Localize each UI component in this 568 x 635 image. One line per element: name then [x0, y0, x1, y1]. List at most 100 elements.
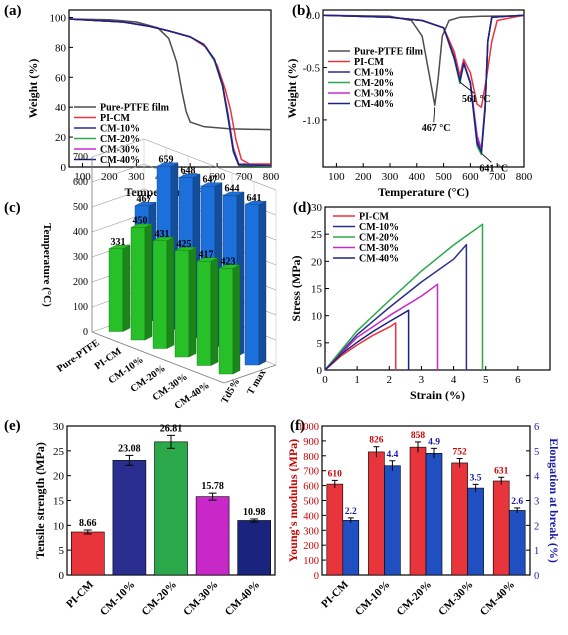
y-tick-label: 100 — [50, 12, 67, 24]
y-tick-label: 800 — [303, 452, 319, 463]
y2-tick-label: 4 — [534, 472, 540, 483]
x-tick-label: 700 — [236, 171, 253, 183]
category-label: PI-CM — [64, 578, 96, 610]
bar-value-label: 610 — [328, 469, 343, 479]
series-line-pure-ptfe-film — [68, 18, 272, 131]
bar-top — [152, 237, 175, 241]
x-tick-label: 3 — [419, 374, 425, 386]
x-tick-label: 800 — [263, 171, 280, 183]
bar-value-label: 858 — [411, 431, 426, 441]
y-tick-label: 20 — [55, 132, 67, 144]
bar-value-label: 4.4 — [386, 450, 398, 460]
series-line-cm-40- — [68, 18, 272, 167]
x-tick-label: 1 — [354, 374, 360, 386]
peak-annotation: 467 °C — [422, 123, 451, 134]
bar-value-label: 23.08 — [118, 443, 141, 454]
y-axis-label: Young's modulus (MPa) — [286, 439, 300, 562]
bar-top — [200, 182, 223, 187]
peak-annotation: 641 °C — [479, 163, 508, 174]
y-tick-label: 0 — [83, 327, 88, 338]
legend-label: CM-30% — [354, 89, 394, 100]
bar-value-label: 3.5 — [470, 473, 482, 483]
y-tick-label: 700 — [73, 152, 88, 163]
x-tick-label: 200 — [101, 171, 118, 183]
panel-e: (e) 0 5 10 15 20 25 30 Tensile strength (MPa) 8.6… — [4, 418, 276, 619]
bar-data-label: 450 — [133, 216, 148, 227]
category-label: CM-20% — [140, 579, 180, 619]
bar-side — [188, 246, 197, 358]
bar — [237, 520, 271, 576]
bar-top — [108, 245, 131, 249]
y-tick-label: -1.0 — [303, 115, 321, 127]
bar-elongation — [342, 520, 360, 576]
bar-top — [134, 202, 157, 206]
bar-side — [166, 236, 175, 349]
bar-front — [174, 250, 190, 358]
bar-side — [258, 200, 267, 366]
x-tick-label: 600 — [209, 171, 226, 183]
y-axis-label: Stress (MPa) — [289, 255, 303, 321]
series-axis-label: T max — [245, 368, 268, 397]
bar-top — [178, 173, 201, 178]
bar-front — [196, 261, 212, 366]
y-tick-label: 20 — [311, 256, 323, 268]
legend-label: CM-10% — [354, 68, 394, 79]
bar-side — [122, 244, 131, 332]
y-axis-label: Weight (%) — [26, 59, 40, 119]
bar — [195, 496, 230, 576]
y-tick-label: 25 — [53, 446, 65, 458]
x-tick-label: 6 — [515, 374, 521, 386]
y-tick-label: 0 — [59, 570, 65, 582]
bar-data-label: 641 — [247, 193, 262, 204]
grid-line — [91, 188, 145, 208]
bar-front — [108, 248, 124, 332]
y-tick-label: 30 — [311, 202, 323, 214]
bar-youngs-modulus — [451, 462, 468, 576]
bar-data-label: 331 — [111, 237, 126, 248]
bar-value-label: 631 — [494, 466, 509, 476]
y-tick-label: 60 — [55, 72, 67, 84]
bar-top — [156, 162, 179, 167]
y-tick-label: 0 — [61, 162, 67, 174]
annotation-leader — [433, 107, 436, 123]
floor-edge — [223, 364, 277, 384]
bar — [154, 441, 188, 576]
bar-front — [244, 204, 260, 366]
x-axis-label: Temperature (°C) — [378, 185, 469, 199]
x-tick-label: 600 — [462, 171, 479, 183]
bar — [112, 460, 147, 576]
bar-elongation — [425, 453, 443, 576]
x-tick-label: 800 — [516, 171, 533, 183]
bar — [71, 531, 105, 576]
grid-line — [91, 163, 145, 183]
plot-frame — [322, 9, 525, 168]
y-tick-label: 300 — [303, 526, 319, 537]
y-tick-label: 0 — [314, 571, 319, 582]
y-tick-label: -0.5 — [303, 63, 321, 75]
series-line-cm-30- — [324, 283, 439, 371]
x-tick-label: 2 — [387, 374, 393, 386]
x-tick-label: 500 — [435, 171, 452, 183]
bar-data-label: 644 — [225, 184, 240, 195]
y2-tick-label: 6 — [534, 422, 539, 433]
bar-data-label: 659 — [159, 154, 174, 165]
category-label: CM-10% — [353, 579, 393, 619]
bar-data-label: 467 — [137, 194, 152, 205]
y-tick-label: 200 — [73, 277, 88, 288]
legend-label: CM-10% — [359, 222, 399, 233]
bar-side — [144, 223, 153, 341]
y2-tick-label: 1 — [534, 546, 539, 557]
y-tick-label: 0 — [317, 365, 323, 377]
y-tick-label: 15 — [53, 496, 65, 508]
category-label: CM-20% — [395, 579, 435, 619]
x-tick-label: 0 — [322, 374, 328, 386]
bar-data-label: 425 — [177, 239, 192, 250]
bar-value-label: 10.98 — [243, 507, 266, 518]
bar-youngs-modulus — [409, 446, 427, 576]
y2-tick-label: 3 — [534, 497, 539, 508]
x-tick-label: 400 — [409, 171, 426, 183]
bar-data-label: 431 — [155, 229, 170, 240]
legend-label: CM-30% — [359, 243, 399, 254]
y-tick-label: 500 — [73, 202, 88, 213]
floor-edge — [91, 331, 225, 384]
